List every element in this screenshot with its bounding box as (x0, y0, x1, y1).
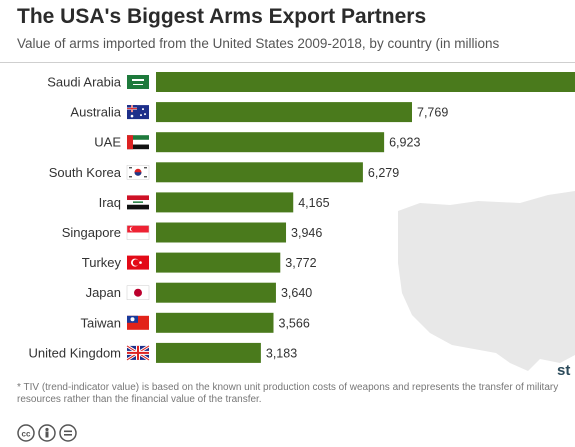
saudi-arabia-flag-icon (127, 75, 149, 89)
value-label: 3,772 (285, 256, 316, 270)
australia-flag-icon (127, 105, 149, 120)
title-divider (0, 62, 575, 63)
value-label: 6,923 (389, 136, 420, 150)
category-label: Taiwan (81, 315, 121, 330)
bar (156, 312, 274, 333)
by-icon (38, 424, 56, 442)
bar (156, 132, 385, 153)
uae-flag-icon (127, 135, 149, 150)
bar (156, 252, 281, 273)
value-label: 3,566 (279, 316, 310, 330)
footnote: * TIV (trend-indicator value) is based o… (17, 382, 559, 405)
value-label: 6,279 (368, 166, 399, 180)
taiwan-flag-icon (127, 315, 149, 330)
us-map-background (398, 191, 575, 371)
bar-chart: Saudi Arabia Australia 7,769 UAE 6,923 South … (29, 72, 575, 371)
cc-icon: cc (17, 424, 35, 442)
equals-icon (59, 424, 77, 442)
chart-title: The USA's Biggest Arms Export Partners (17, 5, 427, 28)
bar (156, 222, 287, 243)
bar (156, 282, 276, 303)
category-label: Turkey (82, 255, 122, 270)
bar (156, 102, 412, 123)
value-label: 7,769 (417, 106, 448, 120)
turkey-flag-icon (127, 255, 149, 270)
bar (156, 72, 575, 92)
bar (156, 192, 294, 213)
value-label: 3,946 (291, 226, 322, 240)
united-kingdom-flag-icon (126, 344, 150, 362)
japan-flag-icon (126, 285, 150, 300)
category-label: United Kingdom (29, 345, 122, 360)
value-label: 4,165 (298, 196, 329, 210)
category-label: Singapore (62, 225, 121, 240)
category-label: Iraq (99, 195, 121, 210)
category-label: South Korea (49, 165, 122, 180)
bar (156, 162, 363, 183)
iraq-flag-icon (127, 195, 149, 210)
svg-text:cc: cc (22, 430, 31, 439)
category-label: UAE (94, 135, 121, 150)
brand-logo: st (557, 362, 571, 379)
category-label: Japan (86, 285, 121, 300)
south-korea-flag-icon (126, 165, 150, 180)
singapore-flag-icon (126, 225, 150, 240)
bar (156, 342, 261, 363)
value-label: 3,640 (281, 286, 312, 300)
license-icons: cc (17, 424, 87, 447)
category-label: Saudi Arabia (47, 75, 121, 90)
bars-layer: Saudi Arabia Australia 7,769 UAE 6,923 South … (29, 72, 575, 363)
value-label: 3,183 (266, 346, 297, 360)
category-label: Australia (70, 105, 121, 120)
chart-subtitle: Value of arms imported from the United S… (17, 36, 500, 51)
